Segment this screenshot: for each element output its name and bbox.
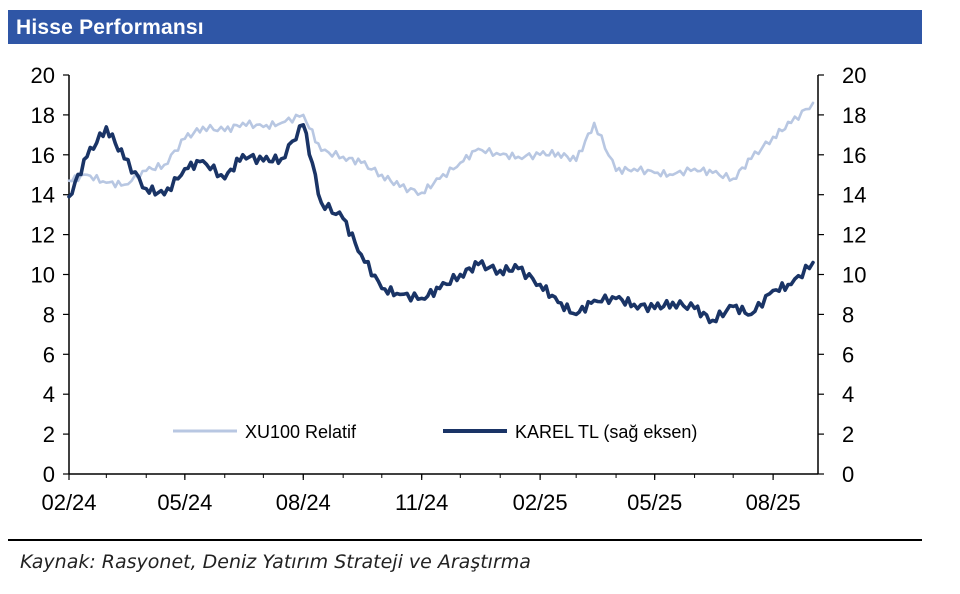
chart-title: Hisse Performansı (16, 16, 204, 39)
x-tick-label: 08/25 (746, 490, 801, 515)
y-tick-left-label: 18 (31, 103, 55, 128)
y-tick-left-label: 10 (31, 263, 55, 288)
y-tick-right-label: 8 (842, 302, 854, 327)
legend-label: KAREL TL (sağ eksen) (515, 422, 697, 442)
y-tick-right-label: 6 (842, 342, 854, 367)
y-tick-left-label: 0 (43, 462, 55, 487)
y-tick-right-label: 10 (842, 263, 866, 288)
y-tick-left-label: 20 (31, 63, 55, 88)
source-note: Kaynak: Rasyonet, Deniz Yatırım Strateji… (20, 551, 531, 573)
y-tick-right-label: 2 (842, 422, 854, 447)
x-tick-label: 11/24 (395, 490, 448, 515)
x-tick-label: 08/24 (276, 490, 331, 515)
top-margin (0, 0, 930, 6)
series-group (67, 101, 815, 325)
y-tick-right-label: 18 (842, 103, 866, 128)
y-tick-left-label: 6 (43, 342, 55, 367)
x-tick-label: 05/25 (627, 490, 682, 515)
x-tick-label: 02/24 (41, 490, 96, 515)
y-tick-left-label: 4 (43, 382, 55, 407)
y-tick-left-label: 14 (31, 183, 55, 208)
y-tick-right-label: 16 (842, 143, 866, 168)
y-tick-right-label: 0 (842, 462, 854, 487)
line-chart: 0 2 4 6 8 10 12 14 16 18 20 0 2 4 6 8 10 12 14 16 18 20 02/24 0… (31, 63, 867, 515)
y-tick-right-label: 4 (842, 382, 854, 407)
y-tick-left-label: 2 (43, 422, 55, 447)
series-karel-line (67, 123, 815, 325)
footer-divider (8, 539, 922, 541)
series-xu100-line (67, 101, 815, 197)
y-tick-right-label: 12 (842, 223, 866, 248)
y-tick-right-label: 14 (842, 183, 866, 208)
y-tick-left-label: 12 (31, 223, 55, 248)
x-tick-label: 02/25 (513, 490, 568, 515)
x-tick-label: 05/24 (157, 490, 212, 515)
y-tick-right-label: 20 (842, 63, 866, 88)
y-tick-left-label: 8 (43, 302, 55, 327)
legend-label: XU100 Relatif (245, 422, 357, 442)
y-tick-left-label: 16 (31, 143, 55, 168)
title-bar: Hisse Performansı (8, 10, 922, 44)
